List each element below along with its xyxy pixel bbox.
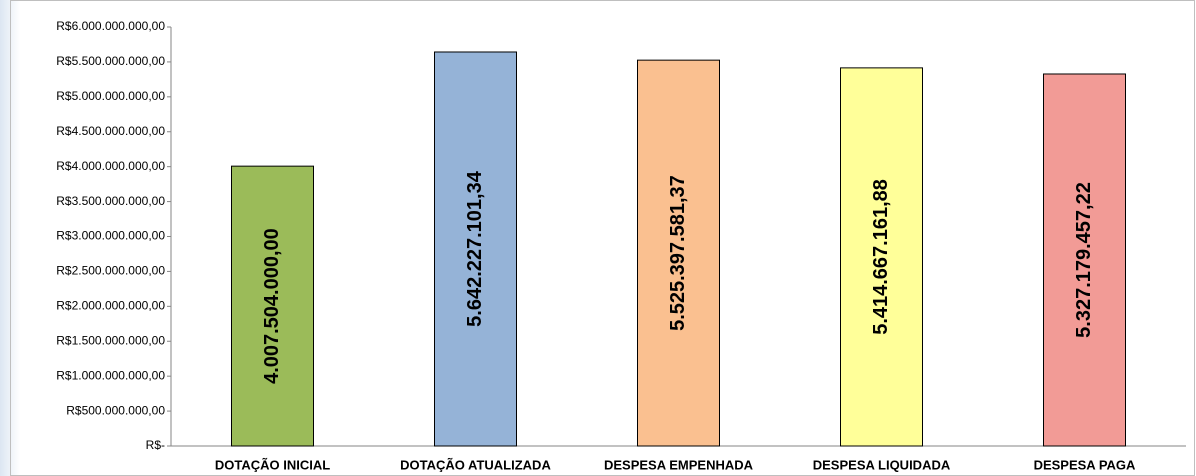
x-tick-label: DOTAÇÃO ATUALIZADA (400, 457, 551, 472)
value-label: 5.414.667.161,88 (870, 179, 892, 335)
chart-frame (10, 0, 1195, 476)
x-tick-label: DESPESA LIQUIDADA (813, 457, 951, 472)
y-tick-label: R$5.500.000.000,00 (56, 54, 165, 68)
bar (1043, 73, 1126, 447)
y-tick-label: R$500.000.000,00 (66, 403, 165, 417)
y-tick-label: R$5.000.000.000,00 (56, 89, 165, 103)
y-tick-label: R$3.500.000.000,00 (56, 194, 165, 208)
bar (231, 165, 314, 447)
y-tick-label: R$1.000.000.000,00 (56, 368, 165, 382)
value-label: 4.007.504.000,00 (261, 228, 283, 384)
y-tick-label: R$2.500.000.000,00 (56, 264, 165, 278)
bar (434, 51, 517, 447)
bar (637, 59, 720, 447)
y-tick-label: R$3.000.000.000,00 (56, 229, 165, 243)
x-tick-label: DESPESA PAGA (1034, 457, 1136, 472)
y-tick-label: R$2.000.000.000,00 (56, 299, 165, 313)
y-tick-label: R$6.000.000.000,00 (56, 19, 165, 33)
y-tick-label: R$4.500.000.000,00 (56, 124, 165, 138)
y-tick-label: R$1.500.000.000,00 (56, 333, 165, 347)
x-tick-label: DOTAÇÃO INICIAL (215, 457, 330, 472)
y-tick-label: R$- (146, 438, 165, 452)
bar (840, 67, 923, 447)
value-label: 5.642.227.101,34 (464, 170, 486, 327)
x-tick-label: DESPESA EMPENHADA (604, 457, 754, 472)
value-label: 5.327.179.457,22 (1073, 182, 1095, 338)
value-label: 5.525.397.581,37 (667, 175, 689, 331)
y-tick-label: R$4.000.000.000,00 (56, 159, 165, 173)
